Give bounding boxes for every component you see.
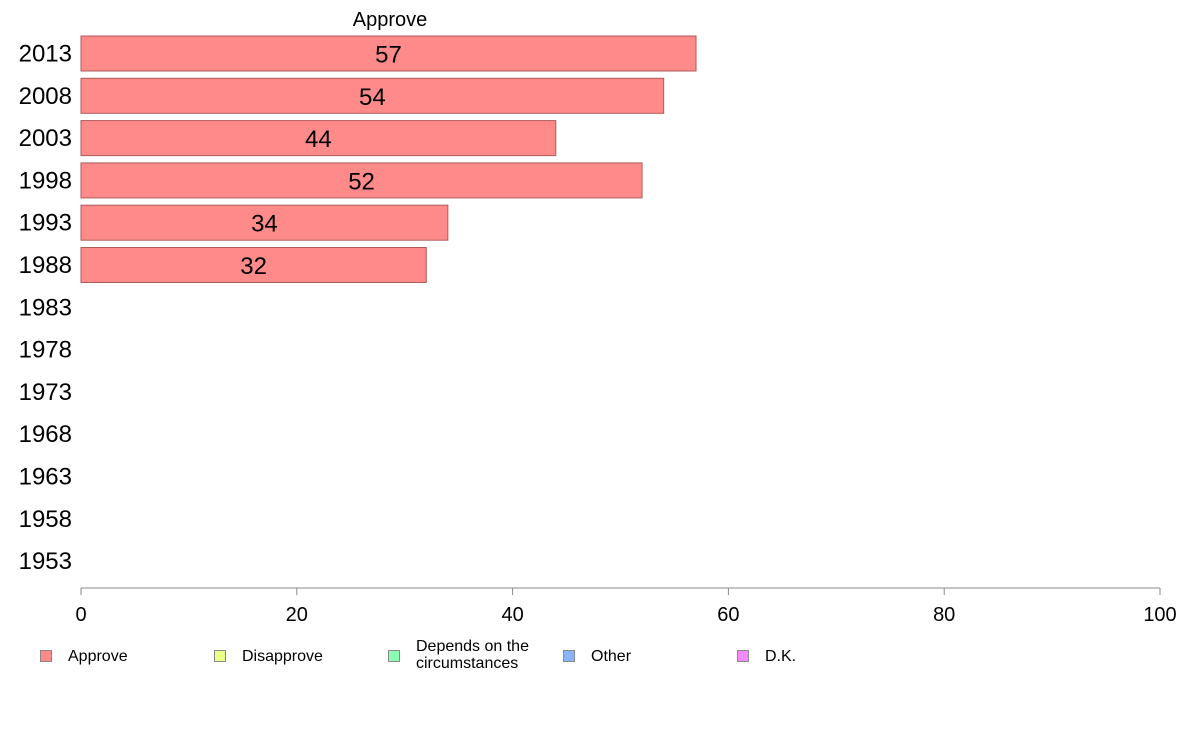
- x-tick-label: 20: [286, 604, 308, 626]
- data-label: 32: [240, 253, 267, 280]
- legend-item-other: Other: [563, 638, 631, 665]
- legend-swatch-other: [563, 650, 575, 662]
- x-tick-label: 0: [75, 604, 86, 626]
- legend-item-dk: D.K.: [737, 638, 796, 665]
- y-tick-label: 1968: [19, 421, 72, 448]
- legend-label-other: Other: [591, 648, 632, 665]
- legend-item-depends: Depends on the circumstances: [388, 638, 529, 672]
- y-tick-label: 1983: [19, 294, 72, 321]
- data-label: 34: [251, 211, 278, 238]
- legend: Approve Disapprove Depends on the circum…: [0, 638, 1188, 688]
- data-label: 44: [305, 126, 332, 153]
- y-tick-label: 1998: [19, 167, 72, 194]
- y-tick-label: 1973: [19, 379, 72, 406]
- legend-swatch-depends: [388, 650, 400, 662]
- x-tick-label: 60: [717, 604, 739, 626]
- bar: [80, 77, 665, 114]
- x-axis: 0 20 40 60 80 100: [75, 587, 1177, 626]
- legend-label-depends: Depends on the circumstances: [416, 638, 529, 672]
- legend-swatch-disapprove: [214, 650, 226, 662]
- chart-title: Approve: [353, 9, 428, 31]
- data-label: 54: [359, 84, 386, 111]
- y-tick-label: 1963: [19, 464, 72, 491]
- legend-item-approve: Approve: [40, 638, 128, 665]
- bar: [80, 247, 427, 283]
- bar: [80, 35, 697, 72]
- data-label: 52: [348, 168, 375, 195]
- x-tick-label: 40: [501, 604, 523, 626]
- y-tick-label: 1988: [19, 252, 72, 279]
- legend-item-disapprove: Disapprove: [214, 638, 323, 665]
- y-axis-labels: 2013 2008 2003 1998 1993 1988 1983 1978 1973 1968…: [19, 41, 72, 576]
- y-tick-label: 1978: [19, 337, 72, 364]
- legend-swatch-approve: [40, 650, 52, 662]
- legend-label-disapprove: Disapprove: [242, 648, 323, 665]
- y-tick-label: 2003: [19, 125, 72, 152]
- x-tick-label: 100: [1143, 604, 1176, 626]
- bars-group: 57 54 44 52 34 32: [80, 35, 697, 283]
- bar: [80, 162, 643, 199]
- data-label: 57: [375, 42, 402, 69]
- x-tick-label: 80: [933, 604, 955, 626]
- y-tick-label: 1993: [19, 210, 72, 237]
- y-tick-label: 1953: [19, 548, 72, 575]
- y-tick-label: 1958: [19, 506, 72, 533]
- bar: [80, 120, 557, 157]
- legend-swatch-dk: [737, 650, 749, 662]
- y-tick-label: 2008: [19, 83, 72, 110]
- y-tick-label: 2013: [19, 41, 72, 68]
- bar: [80, 204, 449, 241]
- legend-label-dk: D.K.: [765, 648, 797, 665]
- legend-label-approve: Approve: [68, 648, 128, 665]
